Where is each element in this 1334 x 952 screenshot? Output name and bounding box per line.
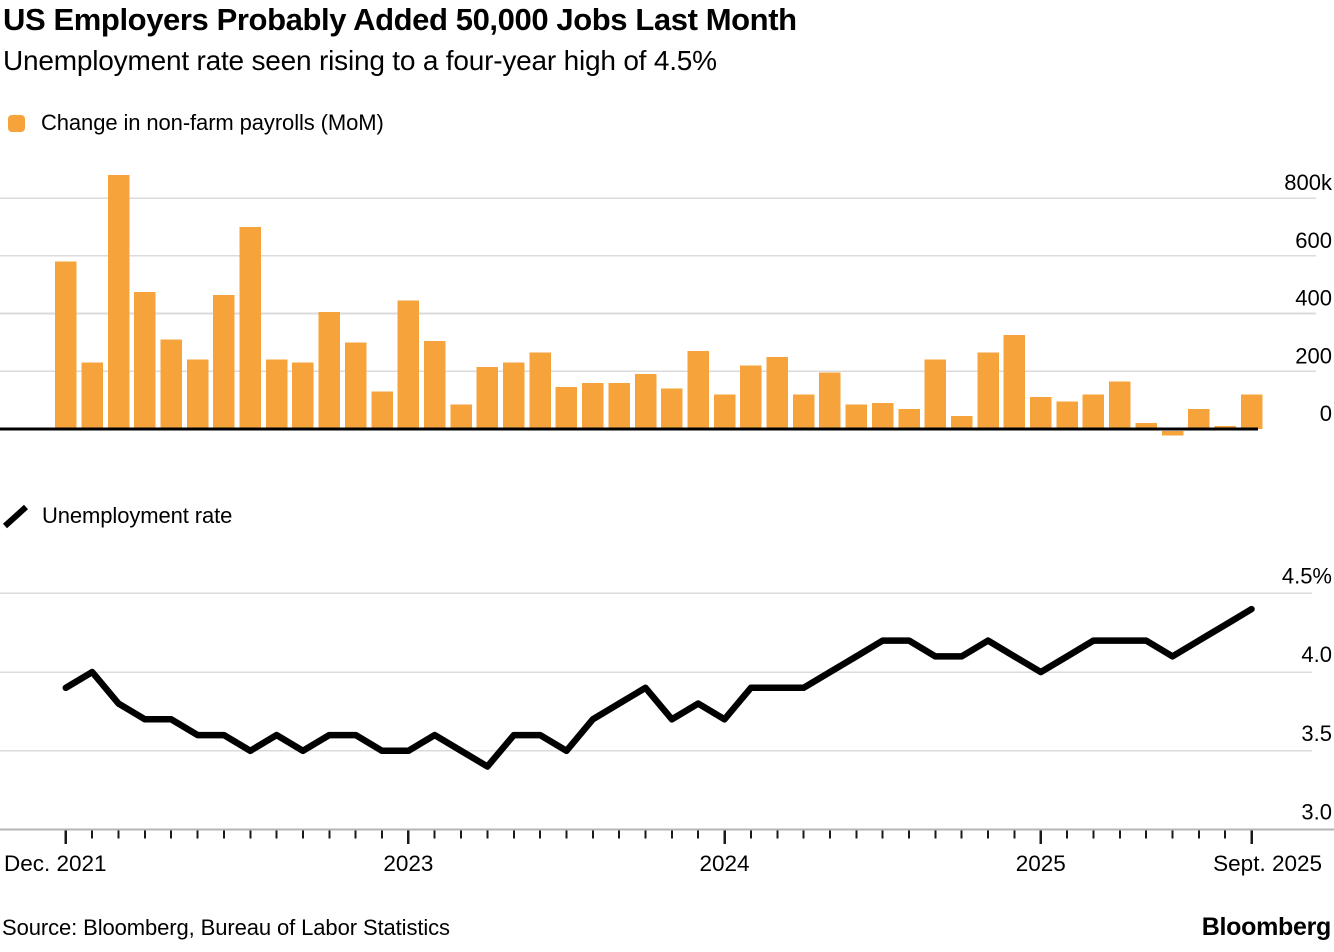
line-y-tick-label: 3.0 <box>1301 800 1332 825</box>
payrolls-bar <box>766 356 788 429</box>
payrolls-bar <box>1240 394 1263 429</box>
payrolls-bar <box>107 174 130 429</box>
payrolls-bar <box>476 366 499 429</box>
payrolls-bar <box>134 291 156 429</box>
payrolls-bar <box>1030 397 1052 429</box>
payrolls-bar <box>371 391 393 429</box>
payrolls-bar <box>503 362 525 429</box>
payrolls-bar <box>55 261 77 429</box>
payrolls-bar <box>265 359 288 429</box>
bar-zero-axis <box>0 427 1258 431</box>
payrolls-bar <box>344 342 367 429</box>
payrolls-bar <box>555 387 578 429</box>
payrolls-bar <box>318 312 341 429</box>
x-axis-label: Dec. 2021 <box>4 851 107 876</box>
payrolls-bar <box>924 359 947 429</box>
bar-y-tick-label: 400 <box>1295 286 1332 311</box>
chart-title: US Employers Probably Added 50,000 Jobs … <box>3 2 797 37</box>
payrolls-bar <box>871 403 894 429</box>
payrolls-bar <box>160 339 182 429</box>
payrolls-bar <box>81 362 103 429</box>
bar-y-tick-label: 600 <box>1295 228 1332 253</box>
payrolls-bar <box>687 351 709 429</box>
unemployment-line <box>62 605 1255 770</box>
payrolls-bar <box>1188 408 1210 429</box>
payrolls-bar <box>661 388 683 429</box>
unemployment-legend: Unemployment rate <box>2 502 232 530</box>
x-axis-label: Sept. 2025 <box>1213 851 1322 876</box>
payrolls-bar <box>608 382 630 429</box>
payrolls-bar <box>792 394 815 429</box>
x-axis-label: 2024 <box>700 851 750 876</box>
payrolls-legend-swatch-icon <box>8 114 25 132</box>
chart-subtitle: Unemployment rate seen rising to a four-… <box>3 45 717 76</box>
payrolls-legend: Change in non-farm payrolls (MoM) <box>8 110 384 136</box>
line-y-tick-label: 3.5 <box>1301 721 1332 746</box>
payrolls-bar <box>582 382 604 429</box>
payrolls-bar <box>819 372 841 429</box>
bar-y-tick-label: 800k <box>1284 170 1333 195</box>
payrolls-bar <box>1003 335 1026 429</box>
bar-y-tick-label: 200 <box>1295 343 1332 368</box>
line-key-icon <box>2 504 29 529</box>
payrolls-bar <box>1135 423 1157 429</box>
unemployment-line-chart: 4.5% 4.0 3.5 3.0 Dec. 2021 2023 2024 2025 Sept. … <box>0 563 1334 876</box>
chart-footer: Source: Bloomberg, Bureau of Labor Stati… <box>2 913 1331 942</box>
payrolls-bar <box>845 404 868 429</box>
payrolls-bar <box>1056 401 1078 429</box>
payrolls-bar <box>1082 394 1105 429</box>
bloomberg-logo: Bloomberg <box>1201 913 1332 941</box>
payrolls-bar <box>213 294 235 429</box>
payrolls-bar <box>239 226 261 429</box>
unemployment-legend-label: Unemployment rate <box>42 503 233 528</box>
x-axis-label: 2023 <box>383 851 433 876</box>
line-y-tick-label: 4.5% <box>1282 563 1332 588</box>
payrolls-bar <box>740 365 762 429</box>
payrolls-bar <box>898 408 920 429</box>
payrolls-bar <box>634 374 657 429</box>
payrolls-bar <box>1109 381 1131 429</box>
payrolls-bar <box>950 416 973 429</box>
x-axis-label: 2025 <box>1016 851 1066 876</box>
line-y-tick-label: 4.0 <box>1301 642 1332 667</box>
payrolls-bar <box>397 300 420 429</box>
payrolls-bar <box>450 404 472 429</box>
bar-y-tick-label: 0 <box>1320 401 1332 426</box>
payrolls-bar <box>713 394 736 429</box>
payrolls-bar <box>292 362 314 429</box>
payrolls-bar <box>423 340 446 429</box>
payrolls-bar <box>529 352 551 429</box>
payrolls-bar <box>186 359 209 429</box>
source-note: Source: Bloomberg, Bureau of Labor Stati… <box>2 915 450 940</box>
payrolls-legend-label: Change in non-farm payrolls (MoM) <box>41 110 384 135</box>
payrolls-bar <box>977 352 999 429</box>
payrolls-bar-chart: 800k 600 400 200 0 <box>0 170 1333 436</box>
payrolls-bar <box>1161 431 1184 436</box>
